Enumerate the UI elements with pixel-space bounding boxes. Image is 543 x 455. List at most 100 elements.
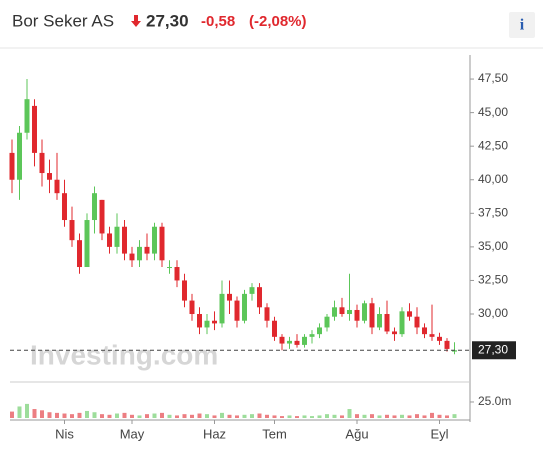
last-price-label: 27,30 (478, 342, 508, 356)
y-tick-label: 47,50 (478, 71, 508, 85)
volume-bar (220, 412, 224, 418)
candle-body (24, 99, 30, 133)
candle-body (234, 300, 240, 321)
volume-bar (400, 414, 404, 418)
candle-body (422, 327, 427, 335)
y-tick-label: 45,00 (478, 105, 508, 119)
candle-body (377, 314, 382, 328)
candle-body (347, 309, 352, 315)
change-pct: (-2,08%) (249, 13, 307, 30)
candle-body (92, 193, 97, 221)
candle-body (114, 226, 120, 247)
candle-body (9, 152, 15, 180)
change: -0,58 (201, 13, 235, 30)
price: 27,30 (146, 11, 189, 30)
candle-body (257, 287, 262, 308)
volume-bar (32, 409, 37, 418)
candle-body (279, 336, 285, 344)
volume-bar (340, 415, 344, 418)
candle-body (302, 336, 307, 345)
watermark: Investing.com (30, 339, 218, 370)
volume-bar (70, 414, 74, 418)
volume-bar (287, 415, 292, 418)
volume-bar (212, 415, 217, 418)
volume-bar (295, 416, 299, 418)
x-tick-label: Haz (203, 426, 226, 441)
candle-body (384, 314, 390, 332)
volume-bar (310, 416, 314, 418)
candle-body (339, 307, 345, 315)
volume-bar (430, 412, 434, 418)
volume-bar (385, 414, 389, 418)
candle-body (152, 226, 157, 254)
info-icon[interactable]: i (520, 17, 525, 34)
y-tick-label: 32,50 (478, 273, 508, 287)
candle-body (107, 233, 112, 247)
candle-body (197, 314, 202, 328)
y-tick-label: 42,50 (478, 138, 508, 152)
candle-body (317, 327, 322, 335)
candle-body (39, 152, 45, 174)
candle-body (77, 240, 82, 268)
candle-body (32, 105, 37, 153)
candle-body (444, 340, 450, 349)
candle-body (137, 246, 142, 261)
volume-bar (175, 415, 179, 418)
candle-body (264, 307, 270, 321)
volume-bar (197, 413, 202, 418)
x-tick-label: Tem (262, 426, 287, 441)
volume-bar (100, 414, 104, 418)
candle-body (129, 253, 135, 261)
volume-bar (167, 414, 172, 418)
volume-bar (77, 412, 82, 418)
volume-bar (190, 414, 194, 418)
candle-body (249, 287, 255, 294)
volume-bar (415, 414, 419, 418)
volume-bar (265, 414, 269, 418)
volume-bar (437, 414, 442, 418)
down-arrow (131, 15, 141, 27)
candle-body (287, 340, 292, 344)
candle-body (332, 307, 337, 317)
volume-tick-label: 25.0m (478, 394, 511, 408)
candle-body (159, 226, 165, 261)
candle-body (54, 179, 60, 194)
x-tick-label: May (120, 426, 145, 441)
candle-body (47, 173, 52, 180)
volume-bar (317, 415, 322, 418)
candle-body (452, 350, 457, 352)
volume-bar (407, 415, 412, 418)
last-price-box (472, 341, 516, 360)
candle-body (242, 293, 247, 321)
volume-bar (452, 414, 457, 418)
candle-body (362, 303, 367, 321)
candle-body (17, 132, 22, 180)
volume-bar (392, 415, 397, 418)
candle-body (354, 309, 360, 321)
volume-bar (362, 414, 367, 418)
volume-bar (137, 415, 142, 418)
volume-bar (445, 415, 449, 418)
volume-bar (377, 415, 382, 418)
volume-bar (160, 412, 164, 418)
candle-body (182, 280, 187, 301)
x-tick-label: Ağu (345, 426, 368, 441)
volume-bar (85, 410, 89, 418)
candle-body (174, 267, 180, 281)
y-tick-label: 35,00 (478, 239, 508, 253)
candle-body (294, 340, 300, 345)
x-tick-label: Eyl (430, 426, 448, 441)
info-button[interactable] (509, 12, 535, 38)
candle-body (399, 311, 405, 335)
volume-bar (332, 414, 337, 418)
candle-body (309, 334, 315, 337)
volume-bar (182, 414, 187, 418)
y-tick-label: 30,00 (478, 306, 508, 320)
volume-bar (370, 414, 374, 418)
candle-body (69, 220, 75, 241)
volume-bar (122, 412, 127, 418)
volume-bar (250, 414, 254, 418)
candle-body (122, 226, 127, 254)
volume-bar (257, 413, 262, 418)
